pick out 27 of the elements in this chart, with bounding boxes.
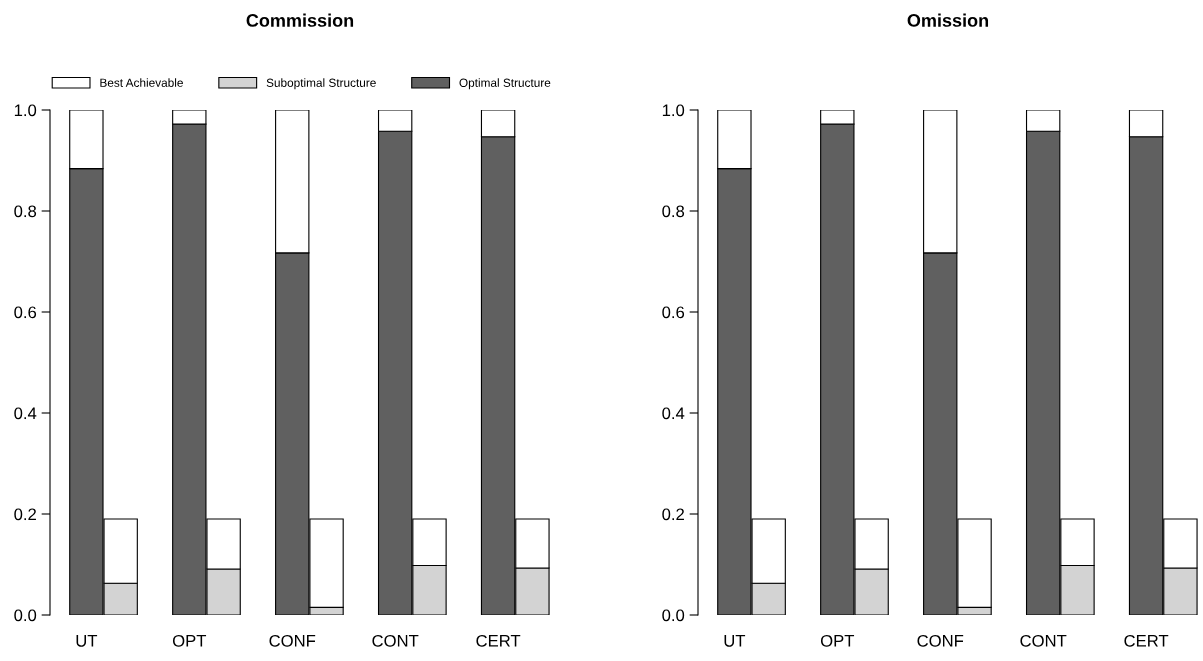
legend-label: Optimal Structure <box>459 78 551 90</box>
legend-label: Best Achievable <box>100 78 183 87</box>
y-tick-label: 0.2 <box>662 508 684 521</box>
x-tick-label: CONF <box>917 634 964 647</box>
chart-title: Omission <box>907 13 989 27</box>
y-tick-label: 1.0 <box>14 104 37 117</box>
x-tick-label: CONF <box>269 634 316 647</box>
x-tick-label: OPT <box>820 634 855 647</box>
chart-title: Commission <box>246 13 354 27</box>
y-tick-label: 0.8 <box>14 205 37 218</box>
x-tick-label: CONT <box>372 634 419 647</box>
y-tick-label: 0.4 <box>662 407 685 420</box>
y-tick-label: 0.4 <box>14 407 37 420</box>
x-tick-label: CERT <box>1124 634 1169 647</box>
x-tick-label: UT <box>76 635 98 647</box>
x-tick-label: UT <box>724 635 746 647</box>
y-tick-label: 1.0 <box>662 104 685 117</box>
y-tick-label: 0.0 <box>14 609 37 622</box>
x-tick-label: CERT <box>476 634 521 647</box>
x-tick-label: CONT <box>1020 634 1067 647</box>
y-tick-label: 0.2 <box>14 508 36 521</box>
legend-label: Suboptimal Structure <box>266 78 376 90</box>
y-tick-label: 0.6 <box>14 306 37 319</box>
x-tick-label: OPT <box>172 634 207 647</box>
y-tick-label: 0.8 <box>662 205 685 218</box>
y-tick-label: 0.6 <box>662 306 685 319</box>
y-tick-label: 0.0 <box>662 609 685 622</box>
